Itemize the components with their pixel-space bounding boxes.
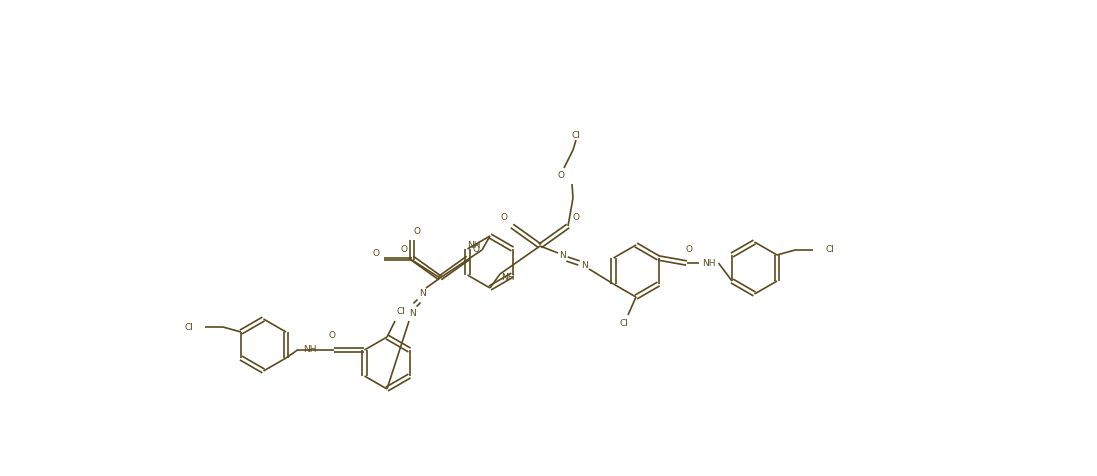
Text: O: O bbox=[573, 214, 579, 222]
Text: O: O bbox=[500, 214, 508, 222]
Text: O: O bbox=[329, 331, 336, 340]
Text: Cl: Cl bbox=[825, 246, 834, 255]
Text: O: O bbox=[400, 246, 407, 255]
Text: N: N bbox=[419, 288, 426, 298]
Text: O: O bbox=[685, 245, 692, 254]
Text: Cl: Cl bbox=[184, 323, 193, 331]
Text: N: N bbox=[580, 261, 587, 270]
Text: Cl: Cl bbox=[620, 319, 629, 328]
Text: NH: NH bbox=[303, 346, 316, 355]
Text: O: O bbox=[414, 228, 420, 237]
Text: NH: NH bbox=[702, 258, 715, 268]
Text: Cl: Cl bbox=[572, 131, 580, 140]
Text: N: N bbox=[558, 251, 565, 260]
Text: NH: NH bbox=[467, 241, 480, 250]
Text: N: N bbox=[408, 308, 416, 317]
Text: NH: NH bbox=[501, 274, 514, 282]
Text: O: O bbox=[473, 246, 479, 255]
Text: O: O bbox=[557, 171, 565, 180]
Text: Cl: Cl bbox=[396, 307, 406, 317]
Text: O: O bbox=[373, 248, 380, 258]
